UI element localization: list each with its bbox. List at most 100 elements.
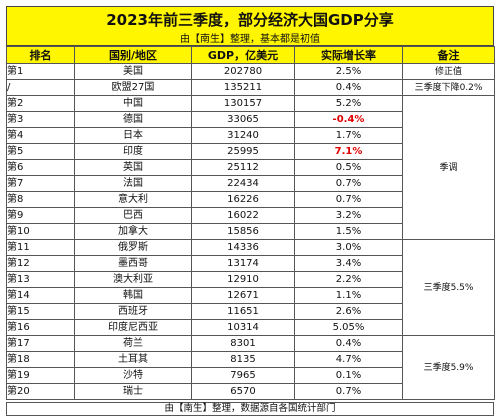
growth-cell: 4.7% [294, 351, 403, 368]
table-row: 第13 澳大利亚 12910 2.2% [6, 271, 495, 288]
growth-cell: 0.7% [294, 175, 403, 192]
gdp-cell: 33065 [191, 111, 295, 128]
gdp-cell: 11651 [191, 303, 295, 320]
gdp-cell: 6570 [191, 383, 295, 400]
country-cell: 日本 [74, 127, 192, 144]
country-cell: 印度 [74, 143, 192, 160]
header-growth: 实际增长率 [294, 46, 403, 64]
gdp-cell: 12910 [191, 271, 295, 288]
rank-cell: 第14 [6, 287, 75, 304]
rank-cell: 第3 [6, 111, 75, 128]
gdp-cell: 130157 [191, 95, 295, 112]
table-row: 第10 加拿大 15856 1.5% [6, 223, 495, 240]
table-row: 第20 瑞士 6570 0.7% [6, 383, 495, 400]
note-cell: 修正值 [402, 63, 495, 80]
growth-cell: 0.4% [294, 79, 403, 96]
country-cell: 韩国 [74, 287, 192, 304]
country-cell: 荷兰 [74, 335, 192, 352]
header-gdp: GDP，亿美元 [191, 46, 295, 64]
rank-cell: 第13 [6, 271, 75, 288]
growth-cell: 0.7% [294, 383, 403, 400]
country-cell: 加拿大 [74, 223, 192, 240]
gdp-cell: 14336 [191, 239, 295, 256]
rank-cell: 第9 [6, 207, 75, 224]
gdp-cell: 25112 [191, 159, 295, 176]
country-cell: 瑞士 [74, 383, 192, 400]
gdp-cell: 135211 [191, 79, 295, 96]
gdp-cell: 15856 [191, 223, 295, 240]
table-figure: 2023年前三季度，部分经济大国GDP分享 由【南生】整理，基本都是初值 排名 … [6, 6, 495, 416]
country-cell: 澳大利亚 [74, 271, 192, 288]
gdp-cell: 10314 [191, 319, 295, 336]
rank-cell: 第5 [6, 143, 75, 160]
rank-cell: / [6, 79, 75, 96]
gdp-cell: 12671 [191, 287, 295, 304]
country-cell: 沙特 [74, 367, 192, 384]
rank-cell: 第6 [6, 159, 75, 176]
rank-cell: 第2 [6, 95, 75, 112]
country-cell: 墨西哥 [74, 255, 192, 272]
gdp-cell: 25995 [191, 143, 295, 160]
table-row: / 欧盟27国 135211 0.4% 三季度下降0.2% [6, 79, 495, 96]
note-cell: 季调 [402, 95, 495, 240]
note-cell: 三季度5.9% [402, 335, 495, 400]
rank-cell: 第8 [6, 191, 75, 208]
table-row: 第15 西班牙 11651 2.6% [6, 303, 495, 320]
growth-cell: 5.2% [294, 95, 403, 112]
rank-cell: 第11 [6, 239, 75, 256]
country-cell: 德国 [74, 111, 192, 128]
country-cell: 印度尼西亚 [74, 319, 192, 336]
table-row: 第5 印度 25995 7.1% [6, 143, 495, 160]
table-header-row: 排名 国别/地区 GDP，亿美元 实际增长率 备注 [6, 46, 495, 64]
table-row: 第11 俄罗斯 14336 3.0% 三季度5.5% [6, 239, 495, 336]
growth-cell: 5.05% [294, 319, 403, 336]
growth-cell: 3.4% [294, 255, 403, 272]
country-cell: 美国 [74, 63, 192, 80]
gdp-cell: 31240 [191, 127, 295, 144]
gdp-cell: 8301 [191, 335, 295, 352]
gdp-cell: 16226 [191, 191, 295, 208]
chart-title: 2023年前三季度，部分经济大国GDP分享 [106, 11, 394, 29]
country-cell: 俄罗斯 [74, 239, 192, 256]
rank-cell: 第10 [6, 223, 75, 240]
table-row: 第3 德国 33065 -0.4% [6, 111, 495, 128]
table-row: 第8 意大利 16226 0.7% [6, 191, 495, 208]
chart-subtitle: 由【南生】整理，基本都是初值 [180, 34, 320, 45]
country-cell: 巴西 [74, 207, 192, 224]
rank-cell: 第20 [6, 383, 75, 400]
rank-cell: 第1 [6, 63, 75, 80]
table-row: 第1 美国 202780 2.5% 修正值 [6, 63, 495, 80]
gdp-cell: 22434 [191, 175, 295, 192]
growth-cell: 3.0% [294, 239, 403, 256]
rank-cell: 第17 [6, 335, 75, 352]
country-cell: 土耳其 [74, 351, 192, 368]
note-cell: 三季度下降0.2% [402, 79, 495, 96]
growth-cell: 7.1% [294, 143, 403, 160]
rank-cell: 第19 [6, 367, 75, 384]
growth-cell: 2.5% [294, 63, 403, 80]
country-cell: 法国 [74, 175, 192, 192]
country-cell: 西班牙 [74, 303, 192, 320]
country-cell: 意大利 [74, 191, 192, 208]
gdp-cell: 7965 [191, 367, 295, 384]
table-row: 第12 墨西哥 13174 3.4% [6, 255, 495, 272]
table-row: 第2 中国 130157 5.2% 季调 [6, 95, 495, 240]
rank-cell: 第7 [6, 175, 75, 192]
table-row: 第7 法国 22434 0.7% [6, 175, 495, 192]
table-row: 第17 荷兰 8301 0.4% 三季度5.9% [6, 335, 495, 400]
growth-cell: -0.4% [294, 111, 403, 128]
source-footer: 由【南生】整理，数据源自各国统计部门 [6, 402, 494, 416]
gdp-table: 排名 国别/地区 GDP，亿美元 实际增长率 备注 第1 美国 202780 2.5%… [6, 46, 495, 400]
country-cell: 英国 [74, 159, 192, 176]
country-cell: 欧盟27国 [74, 79, 192, 96]
gdp-cell: 16022 [191, 207, 295, 224]
header-note: 备注 [402, 46, 495, 64]
growth-cell: 3.2% [294, 207, 403, 224]
rank-cell: 第4 [6, 127, 75, 144]
header-rank: 排名 [6, 46, 75, 64]
rank-cell: 第12 [6, 255, 75, 272]
growth-cell: 2.2% [294, 271, 403, 288]
growth-cell: 1.5% [294, 223, 403, 240]
gdp-cell: 8135 [191, 351, 295, 368]
growth-cell: 0.5% [294, 159, 403, 176]
